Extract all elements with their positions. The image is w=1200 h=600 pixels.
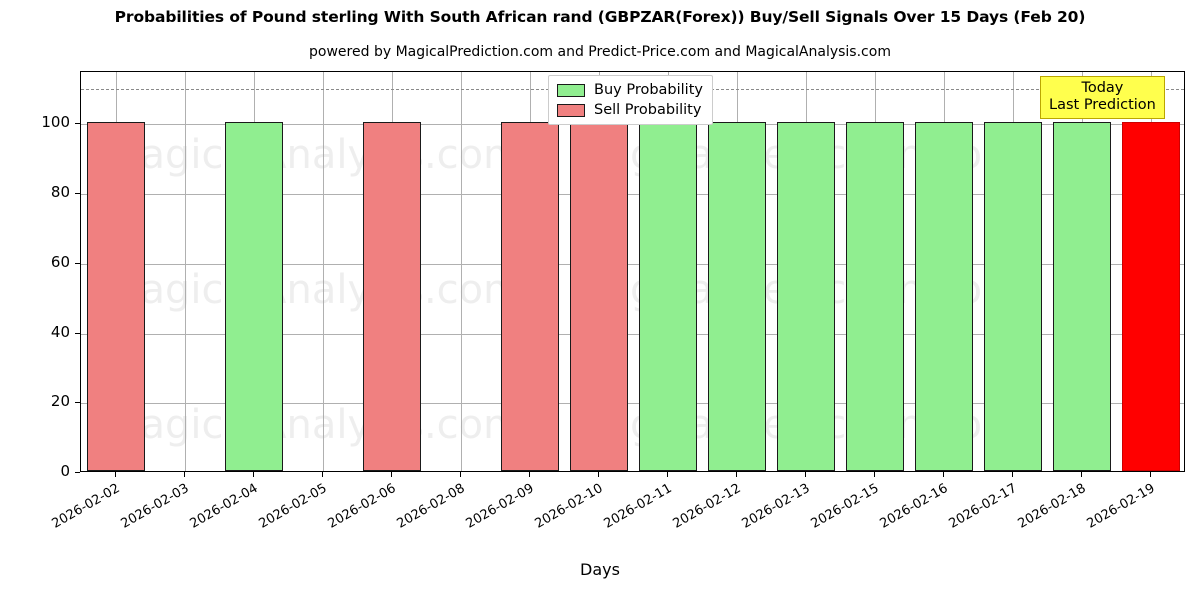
legend-label-buy: Buy Probability bbox=[594, 82, 703, 98]
x-tick-mark bbox=[667, 472, 669, 477]
y-tick-label: 0 bbox=[60, 462, 70, 480]
gridline-horizontal bbox=[81, 333, 1184, 335]
x-tick-mark bbox=[805, 472, 807, 477]
x-tick-mark bbox=[528, 472, 530, 477]
bar-2026-02-10 bbox=[569, 122, 628, 471]
today-annotation-line2: Last Prediction bbox=[1049, 97, 1156, 114]
bar-2026-02-06 bbox=[362, 122, 421, 471]
today-annotation: Today Last Prediction bbox=[1040, 76, 1165, 120]
chart-title: Probabilities of Pound sterling With Sou… bbox=[114, 8, 1086, 26]
bar-2026-02-09 bbox=[500, 122, 559, 471]
y-tick-mark bbox=[75, 193, 80, 195]
bar-2026-02-18 bbox=[1053, 122, 1112, 471]
bar-2026-02-15 bbox=[846, 122, 905, 471]
x-tick-mark bbox=[943, 472, 945, 477]
gridline-horizontal bbox=[81, 194, 1184, 196]
bar-2026-02-13 bbox=[777, 122, 836, 471]
chart-legend: Buy Probability Sell Probability bbox=[548, 75, 713, 125]
legend-label-sell: Sell Probability bbox=[594, 102, 702, 118]
x-tick-mark bbox=[1012, 472, 1014, 477]
bar-2026-02-19 bbox=[1122, 122, 1181, 471]
x-tick-mark bbox=[597, 472, 599, 477]
bar-2026-02-12 bbox=[708, 122, 767, 471]
today-annotation-line1: Today bbox=[1081, 80, 1124, 96]
x-tick-mark bbox=[1150, 472, 1152, 477]
y-tick-mark bbox=[75, 402, 80, 404]
gridline-vertical bbox=[322, 72, 324, 471]
gridline-horizontal bbox=[81, 263, 1184, 265]
x-tick-mark bbox=[390, 472, 392, 477]
bar-2026-02-17 bbox=[984, 122, 1043, 471]
x-tick-mark bbox=[114, 472, 116, 477]
chart-subtitle: powered by MagicalPrediction.com and Pre… bbox=[309, 44, 891, 60]
bar-2026-02-11 bbox=[639, 122, 698, 471]
legend-item-sell: Sell Probability bbox=[557, 102, 703, 118]
bar-2026-02-04 bbox=[224, 122, 283, 471]
watermark-text: MagicalAnalysis.com bbox=[106, 402, 523, 448]
y-tick-label: 100 bbox=[41, 113, 70, 132]
y-tick-label: 40 bbox=[50, 322, 70, 341]
y-tick-mark bbox=[75, 262, 80, 264]
legend-swatch-sell bbox=[557, 103, 585, 117]
watermark-text: MagicalAnalysis.com bbox=[106, 267, 523, 313]
x-tick-mark bbox=[183, 472, 185, 477]
gridline-vertical bbox=[184, 72, 186, 471]
y-tick-mark bbox=[75, 123, 80, 125]
bar-2026-02-16 bbox=[915, 122, 974, 471]
x-tick-mark bbox=[252, 472, 254, 477]
x-tick-mark bbox=[321, 472, 323, 477]
legend-item-buy: Buy Probability bbox=[557, 82, 703, 98]
plot-area: MagicalAnalysis.comMagicalPrediction.com… bbox=[80, 71, 1185, 472]
x-tick-mark bbox=[1081, 472, 1083, 477]
x-axis-label: Days bbox=[580, 560, 620, 579]
y-tick-label: 60 bbox=[50, 252, 70, 271]
y-tick-mark bbox=[75, 332, 80, 334]
x-tick-mark bbox=[874, 472, 876, 477]
gridline-vertical bbox=[460, 72, 462, 471]
x-tick-mark bbox=[459, 472, 461, 477]
y-tick-label: 80 bbox=[50, 183, 70, 202]
legend-swatch-buy bbox=[557, 83, 585, 97]
gridline-horizontal bbox=[81, 403, 1184, 405]
y-tick-mark bbox=[75, 472, 80, 473]
y-tick-label: 20 bbox=[50, 392, 70, 411]
bar-2026-02-02 bbox=[86, 122, 145, 471]
x-tick-mark bbox=[736, 472, 738, 477]
watermark-text: MagicalAnalysis.com bbox=[106, 132, 523, 178]
